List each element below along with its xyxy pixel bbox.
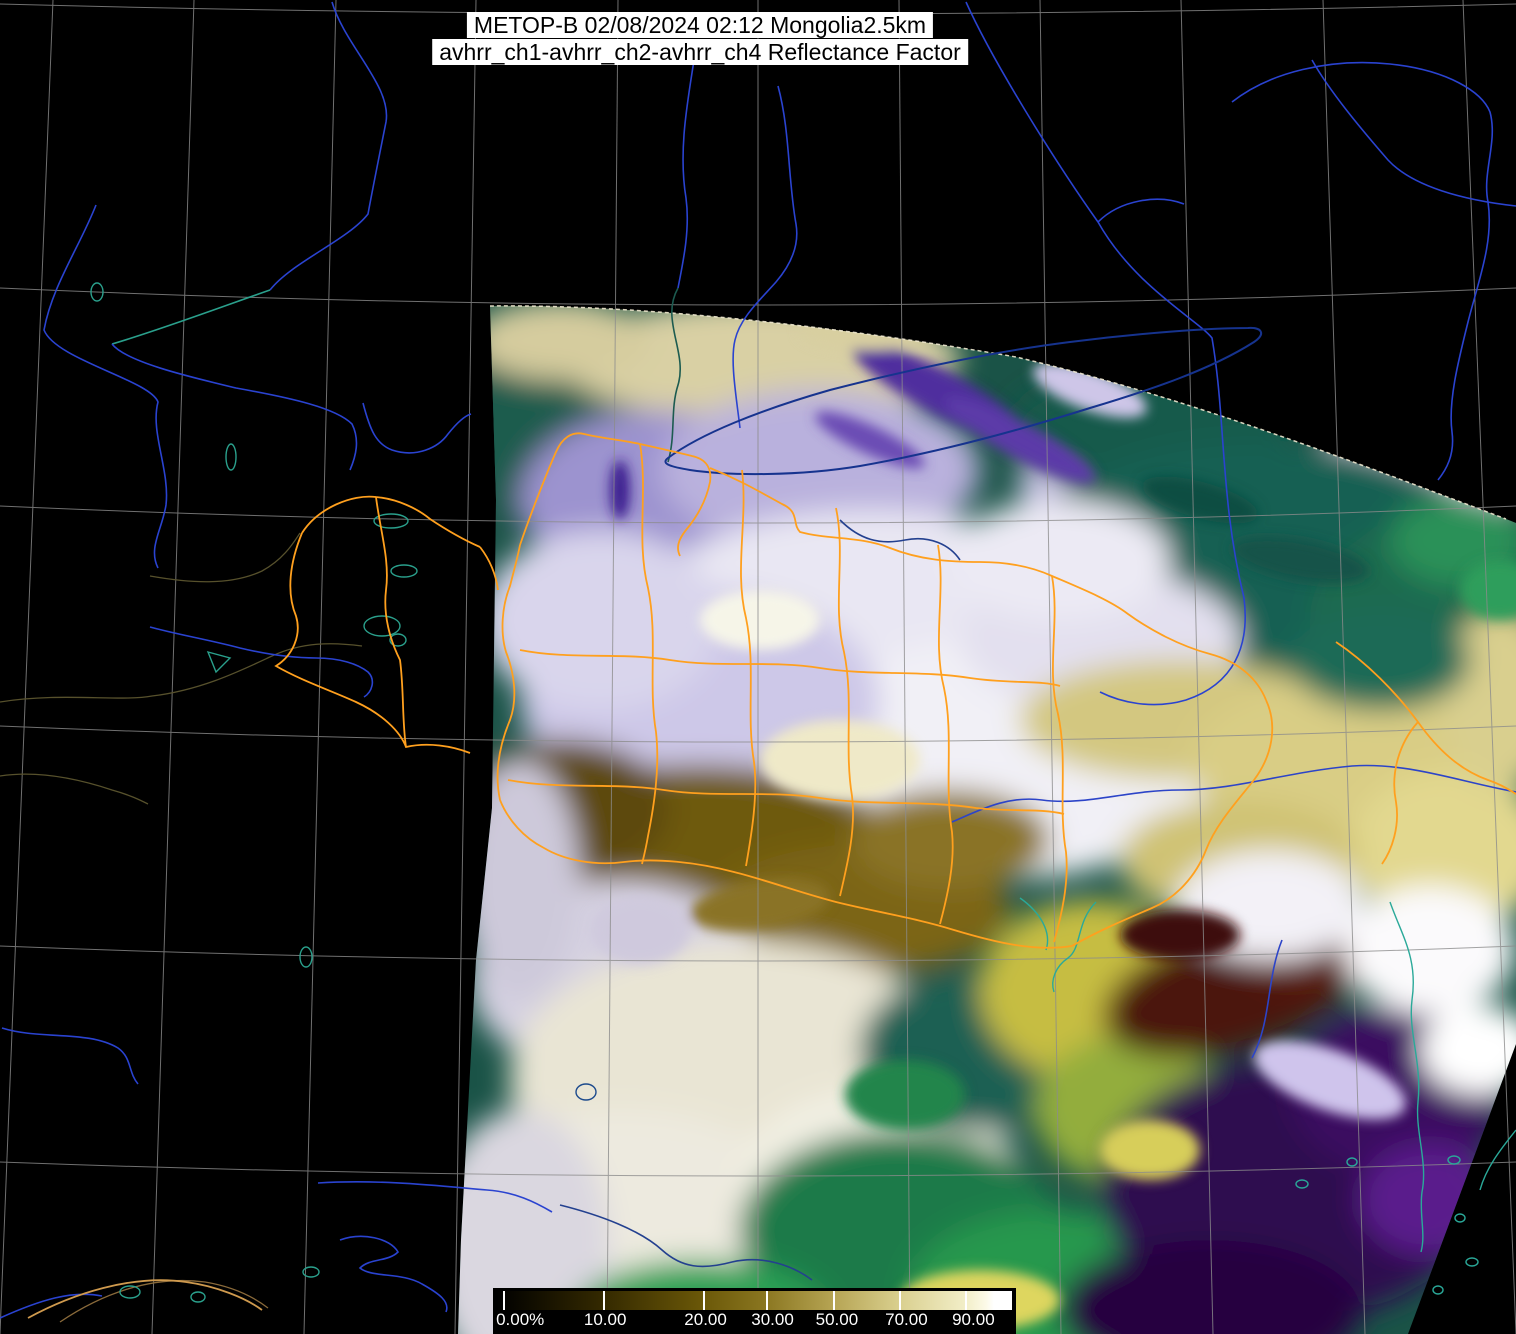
lakes [90, 282, 597, 1303]
swath-edge-line [489, 305, 1507, 520]
colorbar-tick-label: 90.00 [952, 1310, 995, 1329]
colorbar-tick-label: 20.00 [684, 1310, 727, 1329]
map-subtitle: avhrr_ch1-avhrr_ch2-avhrr_ch4 Reflectanc… [432, 39, 968, 65]
colorbar-tick-label: 0.00% [496, 1310, 545, 1329]
colorbar-tick-label: 70.00 [885, 1310, 928, 1329]
colorbar-tick-label: 10.00 [583, 1310, 627, 1329]
colorbar-tick [503, 1291, 506, 1310]
colorbar-tick [899, 1291, 902, 1310]
colorbar-ticks [497, 1291, 1012, 1310]
map-title: METOP-B 02/08/2024 02:12 Mongolia2.5km [466, 12, 934, 38]
colorbar [497, 1291, 1012, 1310]
colorbar-tick [765, 1291, 768, 1310]
colorbar-tick [965, 1291, 968, 1310]
colorbar-tick [603, 1291, 606, 1310]
colorbar-tick [832, 1291, 835, 1310]
colorbar-labels: 0.00% 10.00 20.00 30.00 50.00 70.00 90.00 [496, 1310, 1012, 1332]
colorbar-tick [703, 1291, 705, 1310]
satellite-swath [458, 305, 1516, 1334]
colorbar-tick-label: 30.00 [751, 1310, 794, 1329]
coastlines [1019, 897, 1516, 1295]
country-borders-dim [0, 532, 363, 1323]
country-borders [27, 432, 1516, 1319]
colorbar-tick-label: 50.00 [815, 1310, 859, 1329]
colorbar-legend: 0.00% 10.00 20.00 30.00 50.00 70.00 90.00 [493, 1288, 1016, 1334]
lake-baikal-outline [664, 326, 1263, 476]
